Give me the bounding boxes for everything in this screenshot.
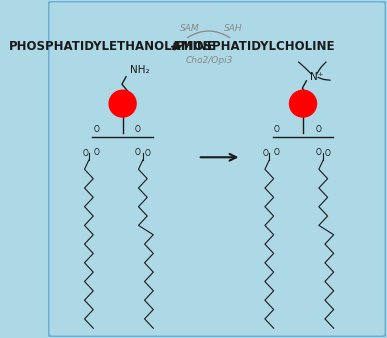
Text: O: O <box>82 149 88 159</box>
Text: O: O <box>325 149 331 159</box>
Text: O: O <box>144 149 151 159</box>
Text: O: O <box>135 125 141 134</box>
Text: PHOSPHATIDYLETHANOLAMINE: PHOSPHATIDYLETHANOLAMINE <box>9 40 215 53</box>
Circle shape <box>289 90 317 117</box>
Text: O: O <box>315 125 321 134</box>
Text: O: O <box>93 125 99 134</box>
Text: O: O <box>274 148 280 157</box>
FancyBboxPatch shape <box>48 1 385 337</box>
Text: O: O <box>135 148 141 157</box>
Text: O: O <box>93 148 99 157</box>
Text: O: O <box>274 125 280 134</box>
Text: NH₂: NH₂ <box>130 65 150 75</box>
Text: SAM: SAM <box>180 24 199 33</box>
Text: O: O <box>315 148 321 157</box>
Text: O: O <box>263 149 269 159</box>
Text: Cho2/Opi3: Cho2/Opi3 <box>186 56 233 65</box>
Text: PHOSPHATIDYLCHOLINE: PHOSPHATIDYLCHOLINE <box>176 40 336 53</box>
Circle shape <box>109 90 136 117</box>
Text: SAH: SAH <box>224 24 243 33</box>
Text: N⁺: N⁺ <box>310 72 323 82</box>
